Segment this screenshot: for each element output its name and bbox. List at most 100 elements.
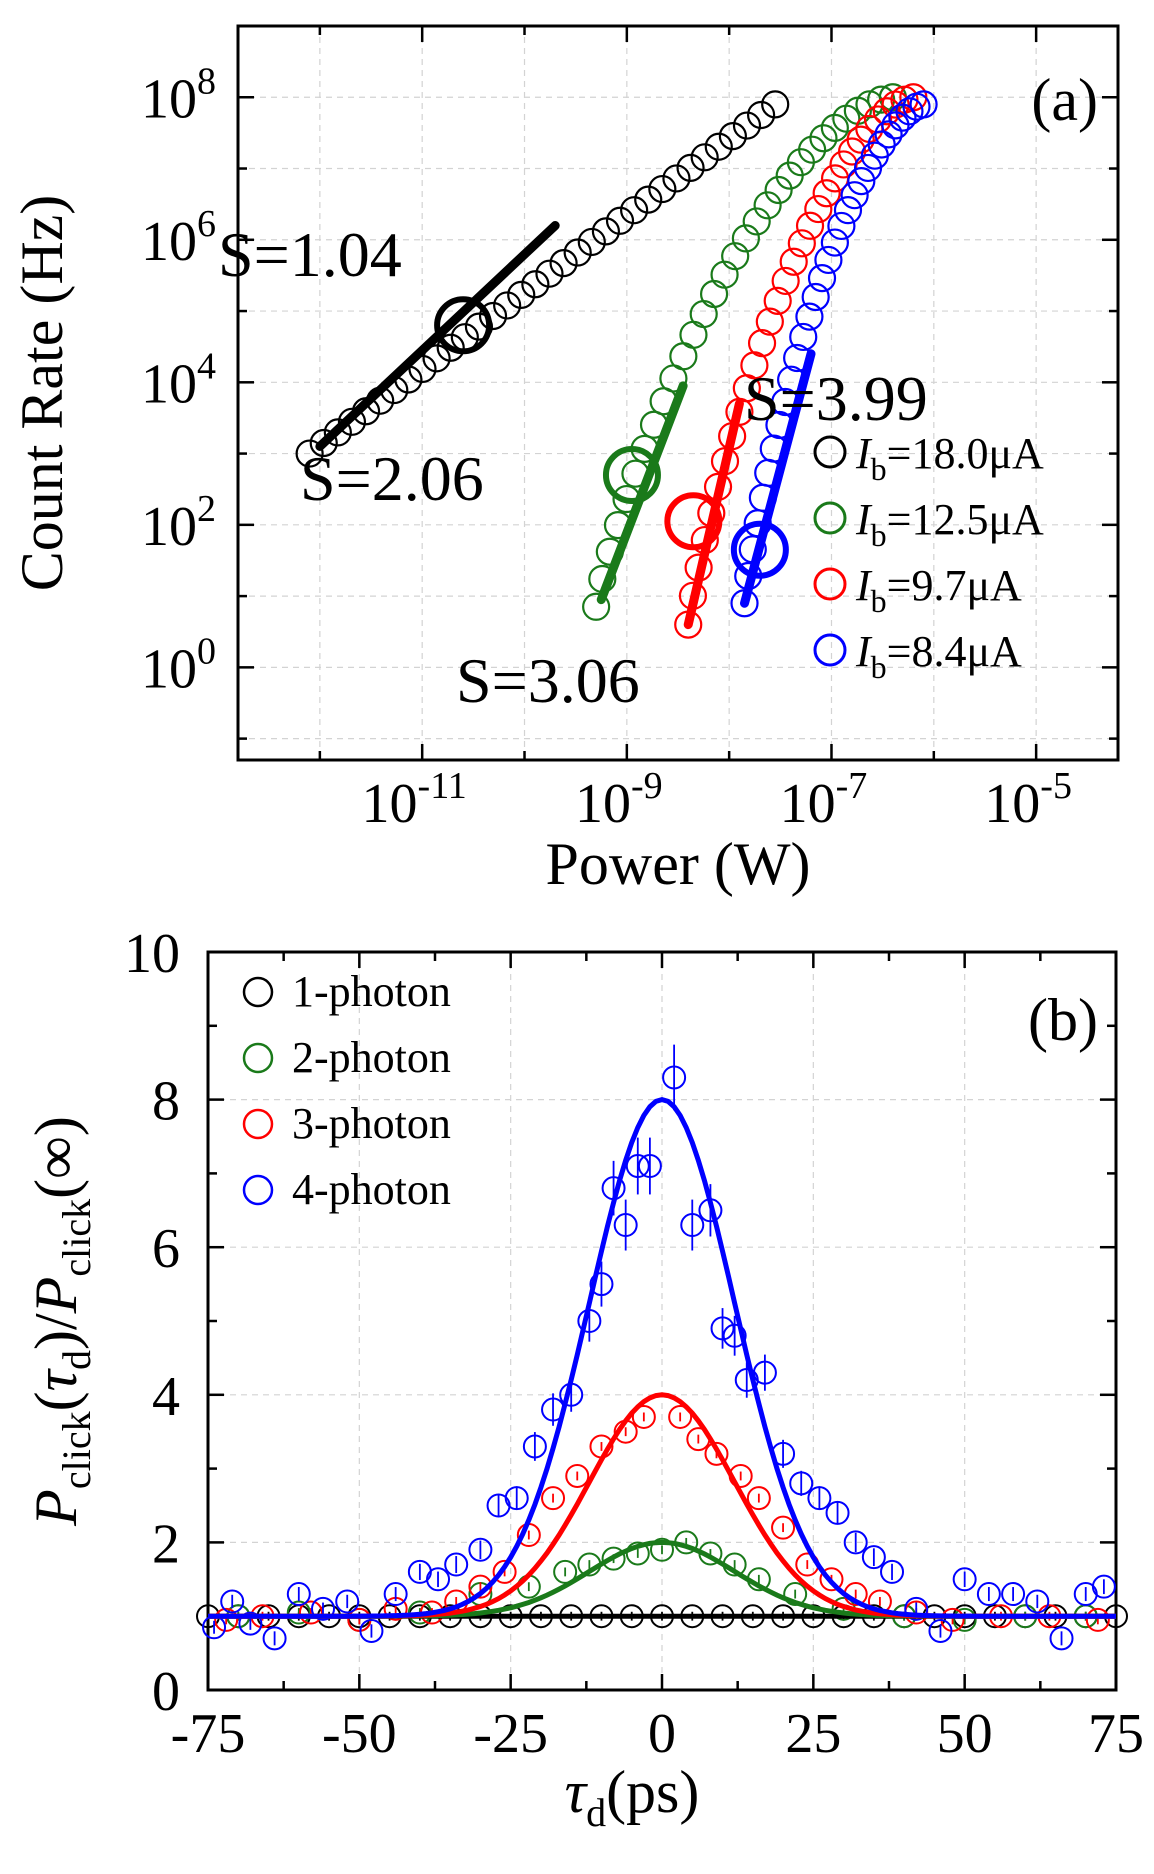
data-point (742, 207, 771, 236)
plot-frame (236, 24, 1120, 762)
data-point (819, 1567, 844, 1592)
y-tick-label: 106 (141, 203, 216, 273)
tick-exponent: 4 (197, 345, 216, 387)
data-point (383, 1582, 408, 1607)
x-tick-label: 75 (1088, 1703, 1144, 1765)
y-tick-label: 102 (141, 488, 216, 558)
data-point (1085, 1607, 1110, 1632)
ylabel-tau: τ (23, 1367, 89, 1391)
ylabel-p: P (23, 1489, 89, 1527)
data-point (589, 1272, 614, 1297)
axis-unit: (ps) (606, 1759, 699, 1825)
data-point (613, 1213, 638, 1238)
data-point (771, 1515, 796, 1540)
ylabel-inf: (∞) (23, 1116, 89, 1199)
data-point (1025, 1589, 1050, 1614)
data-point (789, 322, 818, 352)
data-point (468, 1537, 493, 1562)
x-tick-label: 10-11 (362, 765, 467, 835)
fit-line (683, 399, 744, 630)
legend-marker (242, 1108, 274, 1140)
x-tick-label: 10-7 (780, 765, 868, 835)
ylabel-p: P (23, 1277, 89, 1315)
slope-label: S=3.06 (456, 645, 640, 716)
data-point (732, 111, 762, 140)
slope-label: S=1.04 (218, 219, 402, 290)
data-point (771, 266, 800, 296)
data-point (847, 167, 876, 196)
data-point (662, 1065, 687, 1090)
data-point (1091, 1574, 1116, 1599)
data-point (631, 1404, 656, 1429)
data-point (620, 196, 649, 225)
data-point (809, 124, 838, 153)
legend-marker (813, 435, 847, 469)
data-point (843, 1530, 868, 1555)
slope-label: S=3.99 (744, 363, 928, 434)
data-point (286, 1600, 311, 1625)
fit-marker (434, 296, 493, 355)
panel-b: -75 -50 -25 0 25 50 750246810τd(ps)Pclick(τd)/… (23, 923, 1144, 1835)
data-point (752, 1360, 777, 1385)
data-point (309, 428, 338, 458)
data-point (637, 1154, 662, 1179)
data-point (801, 282, 830, 312)
data-point (710, 1316, 735, 1341)
data-point (753, 191, 782, 220)
y-tick-label: 108 (141, 60, 216, 130)
legend-subscript: b (871, 451, 887, 487)
legend-label: Ib=18.0μA (855, 429, 1044, 487)
tick-base: 10 (141, 211, 197, 273)
legend-marker (813, 501, 847, 535)
data-point (335, 1589, 360, 1614)
x-tick-label: 0 (648, 1703, 676, 1765)
data-point (668, 1404, 693, 1429)
data-point (704, 1441, 729, 1466)
data-point (565, 1463, 590, 1488)
data-point (323, 418, 352, 447)
axis-subscript: d (586, 1790, 606, 1835)
data-point (722, 1323, 747, 1348)
data-point (662, 164, 691, 193)
data-point (220, 1589, 245, 1614)
y-tick-label: 8 (152, 1071, 180, 1133)
legend-subscript: b (871, 517, 887, 553)
legend-value: =9.7μA (887, 561, 1022, 610)
tick-exponent: -11 (418, 765, 467, 807)
tick-base: 10 (141, 638, 197, 700)
fit-line (596, 381, 688, 605)
data-point (577, 227, 606, 257)
data-point (521, 270, 550, 299)
tick-exponent: 6 (197, 203, 216, 245)
data-point (591, 217, 621, 246)
y-tick-label: 10 (124, 923, 180, 985)
data-point (1001, 1582, 1026, 1607)
y-tick-label: 2 (152, 1513, 180, 1575)
tick-base: 10 (141, 496, 197, 558)
data-point (909, 90, 938, 119)
x-axis-label: Power (W) (546, 831, 811, 897)
data-point (507, 280, 536, 309)
data-point (779, 247, 808, 276)
legend-label: 4-photon (292, 1165, 451, 1214)
tick-base: 10 (984, 773, 1040, 835)
data-point (311, 1596, 336, 1621)
y-axis-label: Pclick(τd)/Pclick(∞) (23, 1116, 99, 1527)
data-point (804, 194, 833, 224)
legend-symbol: I (855, 627, 873, 676)
legend-symbol: I (855, 561, 873, 610)
data-point (238, 1611, 263, 1636)
x-tick-label: -25 (473, 1703, 548, 1765)
fit-line (740, 349, 816, 608)
x-tick-label: 50 (937, 1703, 993, 1765)
data-point (522, 1434, 547, 1459)
x-tick-label: -75 (171, 1703, 246, 1765)
data-point (807, 1486, 832, 1511)
legend-label: 3-photon (292, 1099, 451, 1148)
y-axis-label: Count Rate (Hz) (9, 195, 75, 592)
data-point (680, 1213, 705, 1238)
legend-label: Ib=9.7μA (855, 561, 1022, 619)
x-tick-label: -50 (322, 1703, 397, 1765)
fit-marker (664, 492, 723, 551)
